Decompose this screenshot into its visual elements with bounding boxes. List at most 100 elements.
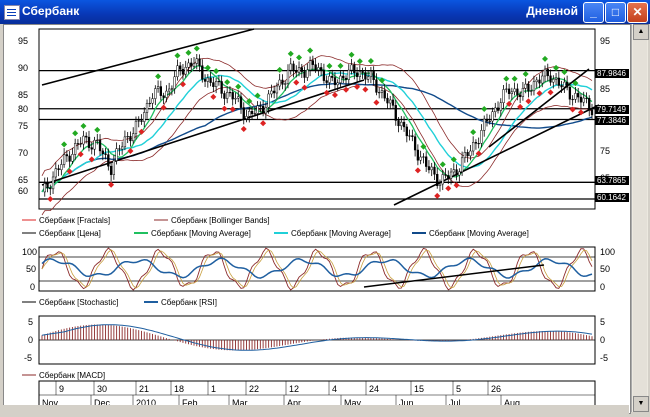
fractal-down-marker	[260, 120, 267, 127]
candle-body	[455, 169, 458, 176]
fractal-up-marker	[420, 143, 427, 150]
chart-window-icon[interactable]	[4, 5, 20, 20]
oscillator-legend: Сбербанк [Stochastic] Сбербанк [RSI]	[22, 298, 217, 307]
fractal-down-marker	[434, 192, 441, 199]
fractal-down-marker	[229, 106, 236, 113]
candle-body	[317, 67, 320, 71]
fractal-up-marker	[378, 77, 385, 84]
scroll-thumb[interactable]	[633, 40, 647, 396]
candle-body	[411, 135, 414, 137]
chart-canvas[interactable]: 95 90 85 80 75 70 65 60 95 85 75 65 87.9…	[4, 25, 630, 413]
fractal-down-marker	[453, 182, 460, 189]
candle-body	[96, 139, 99, 141]
ma-fast-legend-label: Сбербанк [Moving Average]	[151, 229, 251, 238]
candle-body	[98, 139, 102, 152]
candle-body	[358, 71, 361, 77]
candle-body	[530, 90, 533, 92]
maximize-button[interactable]: □	[605, 2, 626, 23]
level-value: 87.9846	[597, 69, 626, 78]
candle-body	[306, 69, 309, 78]
candle-body	[518, 94, 522, 97]
scroll-down-arrow-icon[interactable]: ▼	[633, 396, 649, 412]
candle-body	[438, 183, 442, 186]
level-tag	[595, 105, 629, 114]
candle-body	[54, 168, 57, 178]
fractal-up-marker	[470, 129, 477, 136]
macd-tick-right: 5	[600, 317, 605, 327]
price-tick-right: 75	[600, 146, 610, 156]
date-month-label: Dec	[94, 398, 111, 408]
price-tick-left: 95	[18, 36, 28, 46]
candle-body	[557, 77, 560, 86]
scroll-up-arrow-icon[interactable]: ▲	[633, 24, 649, 40]
fractal-down-marker	[569, 106, 576, 113]
candle-body	[577, 93, 580, 98]
fractal-up-marker	[553, 64, 560, 71]
date-month-label: Feb	[182, 398, 198, 408]
candle-body	[43, 183, 46, 193]
candle-body	[391, 99, 395, 106]
candle-body	[483, 118, 486, 131]
oscillator-axis: 100 50 0 100 50 0	[22, 247, 615, 292]
candle-body	[449, 171, 453, 179]
macd-tick-right: -5	[600, 353, 608, 363]
fractal-up-marker	[503, 75, 510, 82]
osc-tick-left: 50	[26, 264, 36, 274]
macd-tick-left: -5	[24, 353, 32, 363]
price-tick-left: 60	[18, 186, 28, 196]
macd-legend-label: Сбербанк [MACD]	[39, 371, 105, 380]
price-axis-left: 95 90 85 80 75 70 65 60	[18, 36, 28, 196]
fractal-down-marker	[536, 90, 543, 97]
candle-body	[565, 81, 569, 88]
candle-body	[261, 106, 265, 114]
price-tick-left: 70	[18, 148, 28, 158]
candle-body	[281, 79, 284, 85]
minimize-button[interactable]: _	[583, 2, 604, 23]
candle-body	[342, 75, 345, 79]
candle-body	[93, 139, 96, 150]
candle-body	[217, 81, 221, 83]
candle-body	[369, 70, 373, 78]
candle-body	[444, 174, 447, 176]
close-button[interactable]: ✕	[627, 2, 648, 23]
candle-body	[532, 81, 536, 92]
date-month-label: Jun	[399, 398, 414, 408]
price-tick-left: 65	[18, 175, 28, 185]
candle-body	[101, 150, 104, 154]
date-month-label: Aug	[504, 398, 520, 408]
candle-body	[383, 90, 386, 99]
fractal-down-marker	[445, 185, 452, 192]
fractal-down-marker	[547, 89, 554, 96]
macd-tick-right: 0	[600, 335, 605, 345]
candle-body	[284, 83, 287, 85]
date-day-label: 26	[491, 384, 501, 394]
macd-tick-left: 0	[28, 335, 33, 345]
candle-body	[419, 156, 422, 161]
date-day-label: 21	[139, 384, 149, 394]
candle-body	[46, 183, 49, 189]
candle-body	[159, 86, 162, 96]
vertical-scrollbar[interactable]: ▲ ▼	[631, 24, 649, 412]
candle-body	[590, 109, 594, 116]
candle-body	[541, 75, 544, 84]
fractal-down-marker	[221, 105, 228, 112]
fractal-up-marker	[561, 68, 568, 75]
candle-body	[156, 86, 160, 89]
candle-body	[339, 75, 342, 84]
candle-body	[474, 142, 478, 144]
candle-body	[408, 135, 411, 137]
date-day-label: 24	[369, 384, 379, 394]
fractal-down-marker	[127, 147, 134, 154]
level-value: 79.7149	[597, 105, 626, 114]
candle-body	[151, 98, 154, 104]
title-bar[interactable]: Сбербанк Дневной _ □ ✕	[0, 0, 650, 24]
fractal-up-marker	[174, 52, 181, 59]
level-tag	[595, 116, 629, 125]
fractal-up-marker	[276, 66, 283, 73]
horizontal-scrollbar[interactable]	[3, 405, 629, 415]
fractal-up-marker	[80, 122, 87, 129]
ma-fast-line	[41, 65, 593, 193]
candle-body	[563, 81, 566, 88]
candle-body	[195, 58, 198, 64]
chart-area[interactable]: 95 90 85 80 75 70 65 60 95 85 75 65 87.9…	[3, 24, 631, 414]
